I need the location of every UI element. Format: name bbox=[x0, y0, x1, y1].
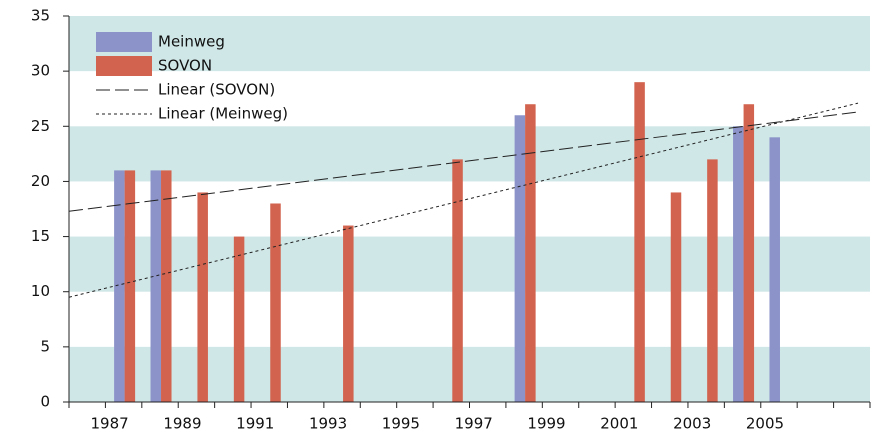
legend-label: Linear (Meinweg) bbox=[158, 105, 288, 123]
x-tick-label: 1991 bbox=[236, 415, 274, 433]
y-tick-label: 30 bbox=[31, 62, 50, 80]
x-tick-label: 1997 bbox=[455, 415, 493, 433]
x-tick-label: 2005 bbox=[746, 415, 784, 433]
y-tick-label: 20 bbox=[31, 172, 50, 190]
bar bbox=[124, 170, 136, 402]
legend-label: Meinweg bbox=[158, 33, 225, 51]
x-tick-label: 2001 bbox=[600, 415, 638, 433]
x-tick-label: 1999 bbox=[527, 415, 565, 433]
y-tick-label: 15 bbox=[31, 227, 50, 245]
bar bbox=[514, 115, 526, 402]
bar bbox=[150, 170, 162, 402]
x-tick-label: 1989 bbox=[163, 415, 201, 433]
y-tick-label: 25 bbox=[31, 117, 50, 135]
bar bbox=[114, 170, 125, 402]
bar bbox=[197, 192, 208, 402]
bar bbox=[670, 192, 682, 402]
bar bbox=[343, 225, 354, 402]
x-tick-label: 1987 bbox=[91, 415, 129, 433]
bar bbox=[733, 126, 744, 403]
bar bbox=[525, 104, 536, 402]
bar bbox=[270, 203, 281, 402]
legend-swatch bbox=[96, 32, 152, 52]
bar bbox=[161, 170, 172, 402]
legend-label: SOVON bbox=[158, 57, 212, 75]
legend-swatch bbox=[96, 56, 152, 76]
grid-band bbox=[69, 16, 870, 72]
x-tick-label: 1993 bbox=[309, 415, 347, 433]
bar bbox=[769, 137, 780, 403]
bar bbox=[743, 104, 755, 402]
legend-label: Linear (SOVON) bbox=[158, 81, 275, 99]
bar bbox=[707, 159, 718, 402]
x-tick-label: 1995 bbox=[382, 415, 420, 433]
y-tick-label: 0 bbox=[40, 393, 50, 411]
y-tick-label: 5 bbox=[40, 337, 50, 355]
bar bbox=[452, 159, 463, 402]
y-tick-label: 35 bbox=[31, 7, 50, 25]
bar bbox=[634, 82, 645, 403]
y-tick-label: 10 bbox=[31, 282, 50, 300]
x-tick-label: 2003 bbox=[673, 415, 711, 433]
bar bbox=[233, 236, 245, 402]
